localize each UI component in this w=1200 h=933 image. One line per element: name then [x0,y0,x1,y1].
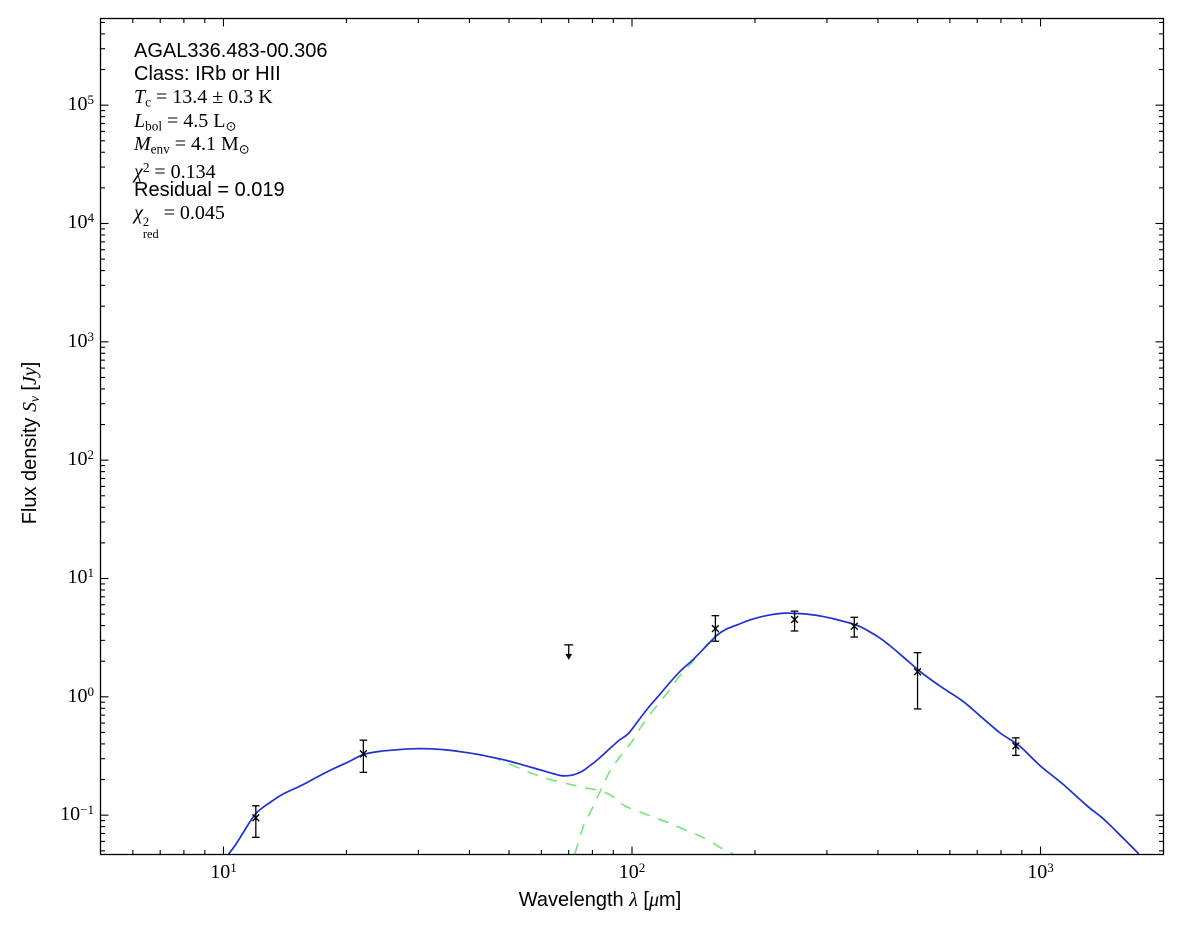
data-point [913,652,922,710]
upper-limit-marker [564,644,574,660]
x-marker [790,615,799,624]
y-tick-label: 10−1 [60,802,94,825]
y-tick-label: 104 [67,210,95,234]
data-point [1011,737,1020,757]
x-marker [913,667,922,676]
model-cold-component-curve [574,612,1140,855]
y-tick-label: 103 [67,328,95,352]
upper-limit-arrowhead [565,653,573,660]
x-marker [711,624,720,633]
data-point [850,616,859,638]
annotation-line-chi-squared: χ2 = 0.134 [134,159,216,183]
data-points-group [251,610,1020,838]
x-marker [1011,741,1020,750]
annotation-line-cold-temperature: Tc = 13.4 ± 0.3 K [134,86,273,110]
y-tick-label: 105 [67,92,95,115]
annotation-line-reduced-chi-squared: χ 2 red = 0.045 [134,202,225,242]
annotation-line-envelope-mass: Menv = 4.1 M⊙ [134,132,250,157]
y-tick-label: 102 [67,447,95,470]
superscript-subscript-stack: 2 red [142,214,159,242]
annotation-line-bolometric-luminosity: Lbol = 4.5 L⊙ [134,109,237,133]
x-marker [850,622,859,631]
x-marker [359,749,368,758]
x-tick-label: 101 [210,860,237,883]
data-point [251,805,260,838]
annotation-line-source-class: Class: IRb or HII [134,63,281,86]
axes-group [99,17,1165,856]
data-point [711,615,720,642]
x-marker [251,813,260,822]
y-axis-label: Flux density Sν [Jy] [18,361,43,525]
x-tick-label: 103 [1027,860,1054,883]
curves-group [227,612,1140,855]
y-tick-label: 101 [67,565,95,589]
data-point [790,610,799,632]
x-axis-label: Wavelength λ [μm] [518,889,682,911]
annotation-line-source-name: AGAL336.483-00.306 [134,40,328,62]
x-tick-label: 102 [618,860,646,883]
data-point [359,739,368,773]
model-warm-component-curve [228,747,734,855]
model-total-curve [227,612,1140,855]
y-tick-label: 100 [67,683,95,707]
fit-parameters-annotation: AGAL336.483-00.306 Class: IRb or HII Tc = … [134,40,328,242]
annotation-line-residual: Residual = 0.019 [134,179,285,202]
